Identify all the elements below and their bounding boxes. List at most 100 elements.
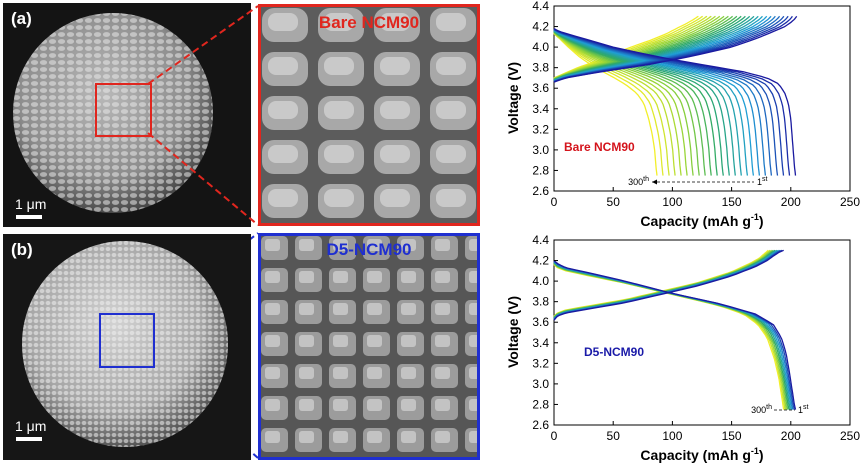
zoom-title-b: D5-NCM90 [326, 240, 412, 259]
y-tick-label: 2.6 [532, 418, 549, 432]
x-tick-label: 0 [551, 195, 558, 209]
sem-overview-b: (b) 1 μm [3, 234, 251, 460]
discharge-curve-cycle-17 [553, 31, 700, 176]
scale-bar-label-a: 1 μm [15, 196, 47, 212]
y-tick-label: 3.0 [532, 377, 549, 391]
discharge-curve-cycle-12 [553, 30, 730, 176]
y-tick-label: 3.8 [532, 61, 549, 75]
sem-zoom-a: Bare NCM90 [258, 4, 480, 226]
x-tick-label: 150 [722, 195, 742, 209]
x-tick-label: 100 [662, 429, 682, 443]
discharge-curve-cycle-16 [553, 31, 706, 176]
panel-label-b: (b) [11, 240, 33, 259]
x-tick-label: 250 [840, 429, 860, 443]
discharge-curve-cycle-11 [553, 30, 736, 176]
discharge-curve-cycle-18 [553, 31, 694, 176]
discharge-curve-cycle-20 [553, 32, 682, 176]
zoom-region-box-b [99, 313, 155, 368]
discharge-curve-cycle-21 [553, 32, 676, 176]
charge-curve-cycle-1 [553, 15, 798, 83]
discharge-curve-cycle-10 [553, 30, 742, 176]
sem-zoom-a-image [261, 7, 477, 223]
x-tick-label: 150 [722, 429, 742, 443]
y-tick-label: 3.6 [532, 81, 549, 95]
y-axis-label: Voltage (V) [505, 62, 521, 134]
cycle-last-label: 300th [628, 176, 649, 187]
voltage-profile-chart-d5: 0 50 100 150 200 250 2.6 2.8 3.0 3.2 3.4 3.6 3.8 4.0 4… [505, 233, 860, 463]
discharge-curve-cycle-5 [553, 261, 791, 410]
discharge-curve-cycle-10 [553, 264, 785, 410]
y-tick-label: 3.2 [532, 122, 549, 136]
x-tick-label: 250 [840, 195, 860, 209]
discharge-curve-cycle-8 [553, 263, 787, 410]
ticks-group: 0 50 100 150 200 250 2.6 2.8 3.0 3.2 3.4 3.6 3.8 4.0 4… [532, 0, 860, 209]
sample-label: Bare NCM90 [564, 140, 635, 154]
voltage-profile-chart-bare: 0 50 100 150 200 250 2.6 2.8 3.0 3.2 3.4 3.6 3.8 4.0 4… [505, 0, 860, 229]
discharge-curve-cycle-3 [553, 261, 794, 410]
discharge-curve-cycle-6 [553, 262, 790, 410]
y-tick-label: 4.4 [532, 0, 549, 13]
cycle-annotation: 300th 1st [751, 404, 808, 415]
discharge-curve-cycle-22 [553, 32, 670, 176]
y-tick-label: 4.2 [532, 20, 549, 34]
x-tick-label: 50 [607, 195, 621, 209]
discharge-curve-cycle-19 [553, 32, 688, 176]
discharge-curve-cycle-1 [553, 260, 797, 410]
zoom-region-box-a [95, 83, 152, 137]
y-tick-label: 4.0 [532, 40, 549, 54]
cycle-last-label: 300th [751, 404, 772, 415]
charge-curve-cycle-1 [553, 249, 784, 321]
discharge-curve-cycle-7 [553, 262, 789, 410]
y-tick-label: 2.8 [532, 397, 549, 411]
discharge-curve-cycle-2 [553, 260, 795, 410]
y-tick-label: 3.4 [532, 102, 549, 116]
y-tick-label: 3.2 [532, 356, 549, 370]
scale-bar-a [16, 215, 42, 219]
y-tick-label: 3.0 [532, 143, 549, 157]
y-axis-label: Voltage (V) [505, 296, 521, 368]
discharge-curve-cycle-9 [553, 263, 786, 410]
sem-zoom-b: D5-NCM90 [258, 233, 480, 460]
discharge-curve-cycle-15 [553, 31, 712, 176]
curves-group [553, 249, 797, 410]
y-tick-label: 3.6 [532, 315, 549, 329]
cycle-first-label: 1st [798, 404, 809, 415]
curves-group [553, 15, 798, 176]
panel-label-a: (a) [11, 9, 32, 28]
y-tick-label: 2.6 [532, 184, 549, 198]
cycle-first-label: 1st [757, 176, 768, 187]
ticks-group: 0 50 100 150 200 250 2.6 2.8 3.0 3.2 3.4 3.6 3.8 4.0 4… [532, 233, 860, 443]
x-axis-label-sup: -1 [751, 212, 759, 222]
x-tick-label: 50 [607, 429, 621, 443]
x-tick-label: 0 [551, 429, 558, 443]
zoom-title-a: Bare NCM90 [318, 13, 420, 32]
x-axis-label-main: Capacity (mAh g [640, 447, 750, 463]
scale-bar-b [16, 437, 42, 441]
sem-sphere-b-image [22, 241, 228, 447]
x-axis-label: Capacity (mAh g-1) [640, 446, 763, 463]
discharge-curve-cycle-8 [553, 29, 755, 176]
x-axis-label-sup: -1 [751, 446, 759, 456]
x-axis-label-main: Capacity (mAh g [640, 213, 750, 229]
sample-label: D5-NCM90 [584, 345, 644, 359]
y-tick-label: 4.0 [532, 274, 549, 288]
sem-sphere-a-image [13, 13, 213, 213]
x-axis-label-tail: ) [759, 213, 764, 229]
discharge-curve-cycle-1 [553, 28, 797, 176]
plot-frame [553, 239, 851, 426]
scale-bar-label-b: 1 μm [15, 418, 47, 434]
discharge-curve-cycle-23 [553, 33, 664, 176]
x-axis-label: Capacity (mAh g-1) [640, 212, 763, 229]
discharge-curve-cycle-14 [553, 30, 718, 176]
y-tick-label: 2.8 [532, 163, 549, 177]
y-tick-label: 4.4 [532, 233, 549, 247]
y-tick-label: 4.2 [532, 254, 549, 268]
sem-overview-a: (a) 1 μm [3, 3, 251, 227]
x-tick-label: 200 [781, 195, 801, 209]
cycle-arrow-head [652, 179, 657, 185]
y-tick-label: 3.8 [532, 295, 549, 309]
y-tick-label: 3.4 [532, 336, 549, 350]
discharge-curve-cycle-24 [553, 33, 658, 176]
x-tick-label: 100 [662, 195, 682, 209]
sem-zoom-b-image [261, 236, 477, 457]
